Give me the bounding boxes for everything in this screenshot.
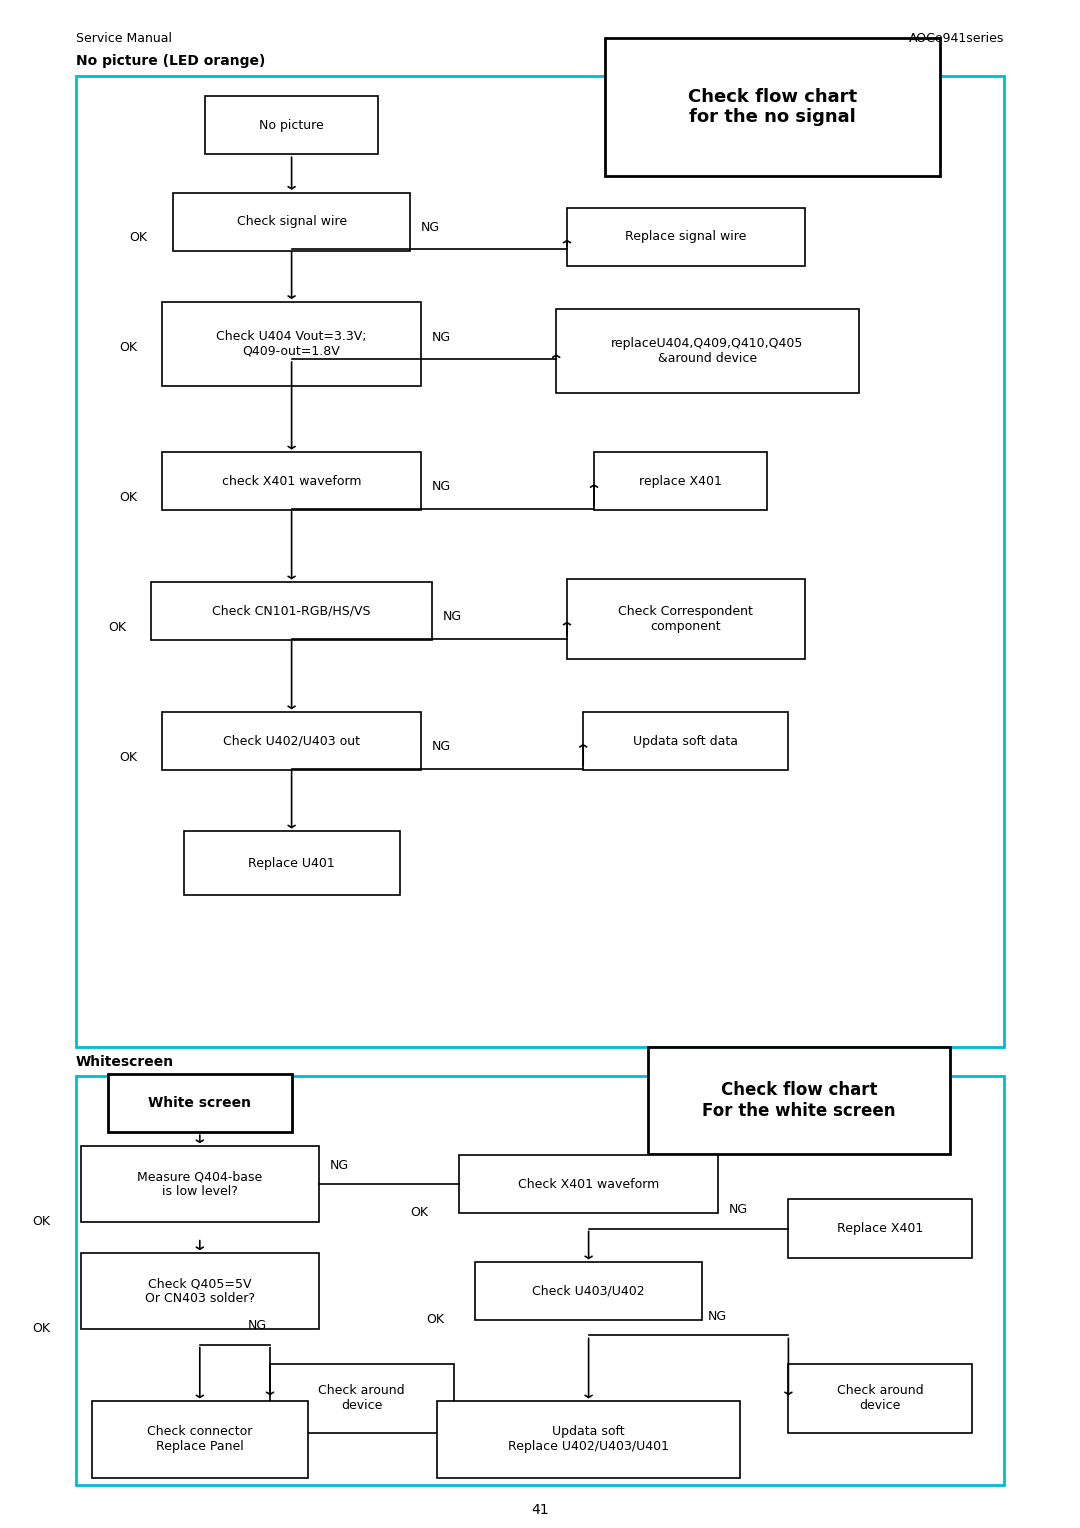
- Text: Check U403/U402: Check U403/U402: [532, 1285, 645, 1297]
- FancyBboxPatch shape: [583, 712, 788, 770]
- FancyBboxPatch shape: [81, 1253, 319, 1329]
- Text: Check flow chart
For the white screen: Check flow chart For the white screen: [702, 1080, 896, 1120]
- Text: Measure Q404-base
is low level?: Measure Q404-base is low level?: [137, 1170, 262, 1198]
- FancyBboxPatch shape: [567, 579, 805, 659]
- FancyBboxPatch shape: [162, 301, 421, 387]
- FancyBboxPatch shape: [605, 38, 940, 176]
- Text: Whitescreen: Whitescreen: [76, 1054, 174, 1070]
- Text: Check U404 Vout=3.3V;
Q409-out=1.8V: Check U404 Vout=3.3V; Q409-out=1.8V: [216, 330, 367, 358]
- FancyBboxPatch shape: [173, 193, 410, 251]
- Text: Check flow chart
for the no signal: Check flow chart for the no signal: [688, 87, 856, 127]
- Text: 41: 41: [531, 1502, 549, 1517]
- Text: NG: NG: [443, 610, 462, 623]
- Text: NG: NG: [432, 480, 451, 494]
- Text: Replace X401: Replace X401: [837, 1222, 923, 1235]
- Text: Check CN101-RGB/HS/VS: Check CN101-RGB/HS/VS: [213, 605, 370, 617]
- FancyBboxPatch shape: [151, 582, 432, 640]
- FancyBboxPatch shape: [92, 1401, 308, 1478]
- Text: OK: OK: [108, 620, 126, 634]
- Text: OK: OK: [119, 341, 137, 354]
- FancyBboxPatch shape: [459, 1155, 718, 1213]
- Text: OK: OK: [427, 1313, 445, 1326]
- Text: NG: NG: [432, 740, 451, 753]
- Text: OK: OK: [32, 1215, 51, 1229]
- Text: replace X401: replace X401: [639, 475, 721, 487]
- Text: NG: NG: [432, 330, 451, 344]
- Text: Check U402/U403 out: Check U402/U403 out: [224, 735, 360, 747]
- Text: Check Correspondent
component: Check Correspondent component: [619, 605, 753, 633]
- FancyBboxPatch shape: [475, 1262, 702, 1320]
- Text: No picture (LED orange): No picture (LED orange): [76, 53, 265, 69]
- FancyBboxPatch shape: [184, 831, 400, 895]
- Text: Service Manual: Service Manual: [76, 32, 172, 44]
- Text: OK: OK: [119, 750, 137, 764]
- Text: NG: NG: [247, 1319, 267, 1332]
- Text: Replace U401: Replace U401: [248, 857, 335, 869]
- Text: Check Q405=5V
Or CN403 solder?: Check Q405=5V Or CN403 solder?: [145, 1277, 255, 1305]
- Text: White screen: White screen: [148, 1096, 252, 1111]
- FancyBboxPatch shape: [567, 208, 805, 266]
- FancyBboxPatch shape: [788, 1365, 972, 1433]
- Text: check X401 waveform: check X401 waveform: [221, 475, 362, 487]
- Text: AOCe941series: AOCe941series: [909, 32, 1004, 44]
- FancyBboxPatch shape: [81, 1146, 319, 1222]
- Text: OK: OK: [32, 1322, 51, 1335]
- Text: NG: NG: [329, 1158, 349, 1172]
- Text: No picture: No picture: [259, 119, 324, 131]
- Text: Check connector
Replace Panel: Check connector Replace Panel: [147, 1426, 253, 1453]
- Text: OK: OK: [119, 490, 137, 504]
- FancyBboxPatch shape: [594, 452, 767, 510]
- Text: Check X401 waveform: Check X401 waveform: [518, 1178, 659, 1190]
- Text: Check around
device: Check around device: [837, 1384, 923, 1412]
- FancyBboxPatch shape: [162, 452, 421, 510]
- FancyBboxPatch shape: [108, 1074, 292, 1132]
- Text: Updata soft data: Updata soft data: [633, 735, 739, 747]
- Text: OK: OK: [130, 231, 148, 244]
- Text: Check around
device: Check around device: [319, 1384, 405, 1412]
- Text: NG: NG: [707, 1309, 727, 1323]
- FancyBboxPatch shape: [788, 1199, 972, 1258]
- FancyBboxPatch shape: [556, 309, 859, 393]
- FancyBboxPatch shape: [162, 712, 421, 770]
- FancyBboxPatch shape: [437, 1401, 740, 1478]
- Text: NG: NG: [729, 1203, 748, 1216]
- Text: OK: OK: [410, 1206, 429, 1219]
- FancyBboxPatch shape: [648, 1047, 950, 1154]
- Text: Check signal wire: Check signal wire: [237, 215, 347, 228]
- Text: Replace signal wire: Replace signal wire: [625, 231, 746, 243]
- Text: replaceU404,Q409,Q410,Q405
&around device: replaceU404,Q409,Q410,Q405 &around devic…: [611, 338, 804, 365]
- Text: NG: NG: [421, 220, 441, 234]
- Text: Updata soft
Replace U402/U403/U401: Updata soft Replace U402/U403/U401: [508, 1426, 670, 1453]
- FancyBboxPatch shape: [270, 1365, 454, 1433]
- FancyBboxPatch shape: [205, 96, 378, 154]
